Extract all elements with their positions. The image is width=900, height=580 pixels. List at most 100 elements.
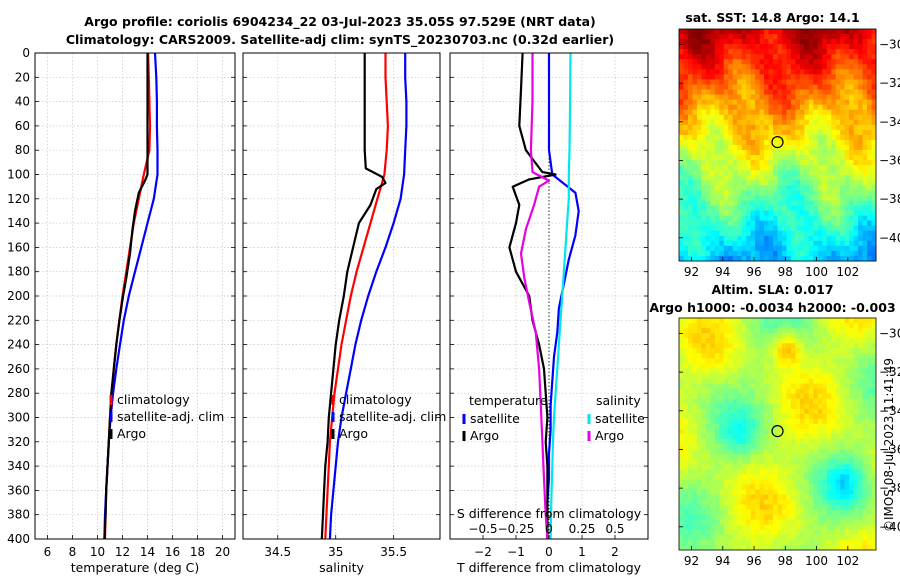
s-tick-label: 0.5 bbox=[605, 522, 624, 536]
legend-label: satellite-adj. clim bbox=[117, 409, 224, 424]
x-tick-label: 16 bbox=[165, 545, 180, 559]
y-tick-label: 200 bbox=[7, 289, 30, 303]
map-y-tick-label: −36 bbox=[879, 153, 900, 167]
legend-label: climatology bbox=[117, 392, 190, 407]
figure-title-line1: Argo profile: coriolis 6904234_22 03-Jul… bbox=[84, 14, 596, 29]
map-x-tick-label: 100 bbox=[805, 554, 828, 568]
x-tick-label: 34.5 bbox=[264, 545, 291, 559]
y-tick-label: 40 bbox=[15, 95, 30, 109]
map-y-tick-label: −32 bbox=[879, 76, 900, 90]
float-location-marker bbox=[771, 425, 784, 438]
map-y-tick-label: −32 bbox=[879, 365, 900, 379]
map-x-tick-label: 92 bbox=[684, 265, 699, 279]
sla-map bbox=[679, 318, 877, 551]
s-tick-label: 0.25 bbox=[569, 522, 596, 536]
legend-label: Argo bbox=[470, 428, 499, 443]
sla-map-title: Altim. SLA: 0.017 bbox=[711, 282, 834, 297]
map-x-tick-label: 98 bbox=[778, 554, 793, 568]
figure-title-line2: Climatology: CARS2009. Satellite-adj cli… bbox=[65, 32, 615, 47]
map-x-tick-label: 96 bbox=[746, 265, 761, 279]
map-x-tick-label: 94 bbox=[715, 554, 730, 568]
legend-label: Argo bbox=[595, 428, 624, 443]
y-tick-label: 400 bbox=[7, 532, 30, 546]
map-x-tick-label: 102 bbox=[836, 265, 859, 279]
map-x-tick-label: 102 bbox=[836, 554, 859, 568]
y-tick-label: 120 bbox=[7, 192, 30, 206]
series-line-salinity-satellite bbox=[549, 52, 572, 540]
y-tick-label: 340 bbox=[7, 459, 30, 473]
map-x-tick-label: 94 bbox=[715, 265, 730, 279]
series-line-climatology bbox=[324, 53, 389, 540]
y-tick-label: 320 bbox=[7, 435, 30, 449]
map-y-tick-label: −38 bbox=[879, 192, 900, 206]
map-y-tick-label: −40 bbox=[879, 520, 900, 534]
s-tick-label: −0.5 bbox=[468, 522, 497, 536]
map-y-tick-label: −30 bbox=[879, 326, 900, 340]
x-tick-label: 10 bbox=[90, 545, 105, 559]
x-axis-label: salinity bbox=[319, 560, 364, 575]
y-tick-label: 100 bbox=[7, 168, 30, 182]
legend-label: climatology bbox=[339, 392, 412, 407]
x-tick-label: 2 bbox=[611, 545, 619, 559]
map-x-tick-label: 92 bbox=[684, 554, 699, 568]
map-x-tick-label: 96 bbox=[746, 554, 761, 568]
map-y-tick-label: −34 bbox=[879, 404, 900, 418]
y-tick-label: 380 bbox=[7, 508, 30, 522]
y-tick-label: 260 bbox=[7, 362, 30, 376]
x-tick-label: 12 bbox=[115, 545, 130, 559]
y-tick-label: 240 bbox=[7, 338, 30, 352]
y-tick-label: 60 bbox=[15, 119, 30, 133]
legend-label: satellite-adj. clim bbox=[339, 409, 446, 424]
x-tick-label: 35 bbox=[328, 545, 343, 559]
series-line-argo bbox=[320, 53, 387, 540]
x-tick-label: −2 bbox=[474, 545, 492, 559]
x-tick-label: 6 bbox=[44, 545, 52, 559]
y-tick-label: 180 bbox=[7, 265, 30, 279]
x-axis-label: T difference from climatology bbox=[456, 560, 642, 575]
x-axis-label: temperature (deg C) bbox=[71, 560, 200, 575]
legend-label: Argo bbox=[117, 426, 146, 441]
legend-title-temperature: temperature bbox=[469, 393, 548, 408]
legend-title-salinity: salinity bbox=[596, 393, 641, 408]
series-line-temperature-argo bbox=[508, 52, 557, 539]
s-tick-label: 0 bbox=[545, 522, 553, 536]
map-frame bbox=[678, 28, 877, 262]
y-tick-label: 160 bbox=[7, 240, 30, 254]
x-tick-label: 1 bbox=[578, 545, 586, 559]
y-tick-label: 300 bbox=[7, 411, 30, 425]
x-tick-label: 8 bbox=[69, 545, 77, 559]
y-tick-label: 220 bbox=[7, 313, 30, 327]
map-x-tick-label: 100 bbox=[805, 265, 828, 279]
s-axis-label: S difference from climatology bbox=[457, 506, 642, 521]
float-location-marker bbox=[771, 136, 784, 149]
map-y-tick-label: −34 bbox=[879, 115, 900, 129]
legend-label: satellite bbox=[595, 411, 645, 426]
x-tick-label: −1 bbox=[507, 545, 525, 559]
legend-label: Argo bbox=[339, 426, 368, 441]
y-tick-label: 140 bbox=[7, 216, 30, 230]
x-tick-label: 0 bbox=[545, 545, 553, 559]
map-y-tick-label: −40 bbox=[879, 231, 900, 245]
series-line-argo bbox=[103, 53, 149, 540]
map-y-tick-label: −36 bbox=[879, 442, 900, 456]
legend-label: satellite bbox=[470, 411, 520, 426]
x-tick-label: 18 bbox=[190, 545, 205, 559]
sst-map-title: sat. SST: 14.8 Argo: 14.1 bbox=[685, 10, 860, 25]
sst-map bbox=[679, 29, 877, 262]
y-tick-label: 20 bbox=[15, 70, 30, 84]
s-tick-label: −0.25 bbox=[498, 522, 535, 536]
map-y-tick-label: −30 bbox=[879, 37, 900, 51]
series-line-satellite-adj-clim bbox=[328, 53, 408, 540]
x-tick-label: 20 bbox=[215, 545, 230, 559]
y-tick-label: 280 bbox=[7, 386, 30, 400]
map-frame bbox=[678, 317, 877, 551]
y-tick-label: 80 bbox=[15, 143, 30, 157]
series-line-salinity-argo bbox=[519, 53, 551, 540]
sla-map-subtitle: Argo h1000: -0.0034 h2000: -0.003 bbox=[649, 300, 896, 315]
y-tick-label: 360 bbox=[7, 483, 30, 497]
x-tick-label: 35.5 bbox=[380, 545, 407, 559]
map-x-tick-label: 98 bbox=[778, 265, 793, 279]
y-tick-label: 0 bbox=[22, 46, 30, 60]
panel-frame bbox=[34, 52, 236, 540]
